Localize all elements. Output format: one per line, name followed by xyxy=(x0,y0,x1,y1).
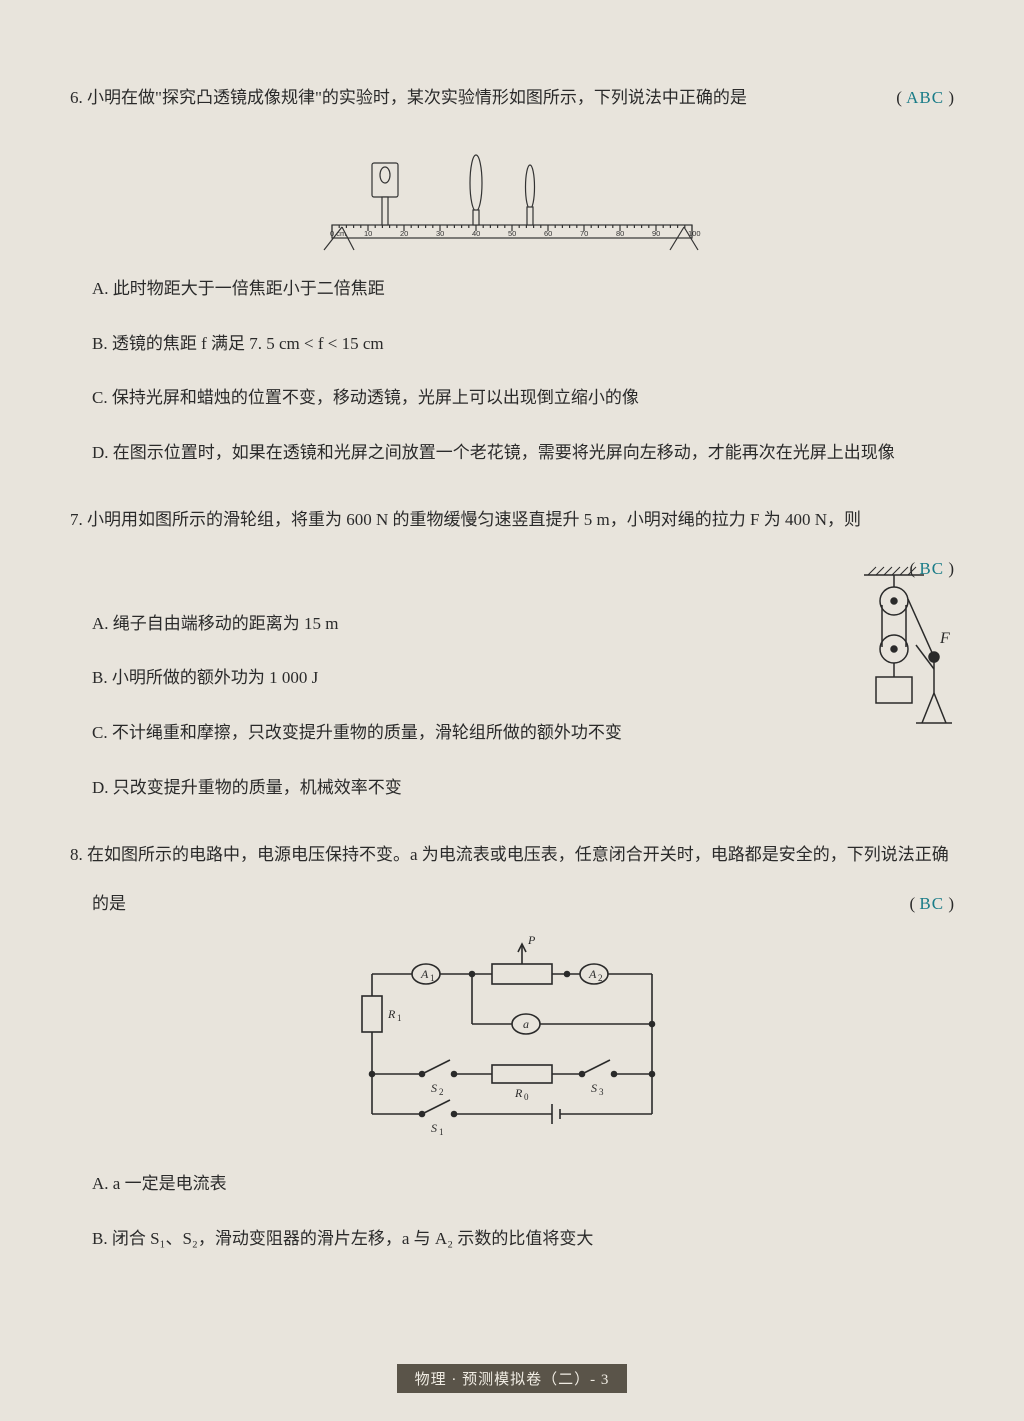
q8-number: 8. xyxy=(70,845,87,864)
q6-number: 6. xyxy=(70,88,87,107)
q8-text: 8. 在如图所示的电路中，电源电压保持不变。a 为电流表或电压表，任意闭合开关时… xyxy=(70,835,954,876)
question-6: 6. 小明在做"探究凸透镜成像规律"的实验时，某次实验情形如图所示，下列说法中正… xyxy=(70,78,954,119)
svg-text:70: 70 xyxy=(580,229,588,238)
q8-option-a: A. a 一定是电流表 xyxy=(70,1164,954,1205)
svg-text:90: 90 xyxy=(652,229,660,238)
q6-option-d: D. 在图示位置时，如果在透镜和光屏之间放置一个老花镜，需要将光屏向左移动，才能… xyxy=(70,433,954,474)
q8-figure: A1 A2 a R1 R0 S2 S3 S1 P xyxy=(70,934,954,1144)
svg-text:A: A xyxy=(420,967,429,981)
q8-answer-prefix: ( xyxy=(909,894,919,913)
svg-text:S: S xyxy=(431,1081,437,1095)
svg-text:30: 30 xyxy=(436,229,444,238)
q8-text2: 的是 xyxy=(70,884,909,925)
q6-answer-suffix: ) xyxy=(944,88,954,107)
svg-text:a: a xyxy=(523,1017,529,1031)
q8-answer-suffix: ) xyxy=(944,894,954,913)
q6-option-b: B. 透镜的焦距 f 满足 7. 5 cm < f < 15 cm xyxy=(70,324,954,365)
question-8: 8. 在如图所示的电路中，电源电压保持不变。a 为电流表或电压表，任意闭合开关时… xyxy=(70,835,954,876)
svg-text:S: S xyxy=(431,1121,437,1135)
q7-option-d: D. 只改变提升重物的质量，机械效率不变 xyxy=(70,768,954,809)
svg-text:10: 10 xyxy=(364,229,372,238)
svg-text:2: 2 xyxy=(439,1087,444,1097)
page-footer: 物理 · 预测模拟卷（二）- 3 xyxy=(0,1364,1024,1393)
exam-page: 6. 小明在做"探究凸透镜成像规律"的实验时，某次实验情形如图所示，下列说法中正… xyxy=(0,0,1024,1300)
svg-text:0: 0 xyxy=(524,1092,529,1102)
svg-text:S: S xyxy=(591,1081,597,1095)
q7-body: 小明用如图所示的滑轮组，将重为 600 N 的重物缓慢匀速竖直提升 5 m，小明… xyxy=(87,510,861,529)
q6-body: 小明在做"探究凸透镜成像规律"的实验时，某次实验情形如图所示，下列说法中正确的是 xyxy=(87,88,747,107)
svg-text:1: 1 xyxy=(397,1013,402,1023)
q6-option-c: C. 保持光屏和蜡烛的位置不变，移动透镜，光屏上可以出现倒立缩小的像 xyxy=(70,378,954,419)
q6-answer-prefix: ( xyxy=(896,88,906,107)
svg-text:2: 2 xyxy=(598,973,603,983)
svg-text:40: 40 xyxy=(472,229,480,238)
q7-option-c: C. 不计绳重和摩擦，只改变提升重物的质量，滑轮组所做的额外功不变 xyxy=(70,713,954,754)
question-7: 7. 小明用如图所示的滑轮组，将重为 600 N 的重物缓慢匀速竖直提升 5 m… xyxy=(70,500,954,541)
svg-text:1: 1 xyxy=(439,1127,444,1137)
q6-text: 6. 小明在做"探究凸透镜成像规律"的实验时，某次实验情形如图所示，下列说法中正… xyxy=(70,78,856,119)
svg-text:50: 50 xyxy=(508,229,516,238)
q7-number: 7. xyxy=(70,510,87,529)
q6-figure: 0 cm 10 20 30 40 50 60 70 80 90 100 xyxy=(70,135,954,255)
svg-text:A: A xyxy=(588,967,597,981)
svg-text:100: 100 xyxy=(688,229,701,238)
q6-answer: ABC xyxy=(906,88,944,107)
optical-bench-icon: 0 cm 10 20 30 40 50 60 70 80 90 100 xyxy=(322,135,702,255)
q7-option-b: B. 小明所做的额外功为 1 000 J xyxy=(70,658,954,699)
q8-answer-group: ( BC ) xyxy=(909,884,954,925)
svg-text:3: 3 xyxy=(599,1087,604,1097)
q8-answer: BC xyxy=(919,894,944,913)
q7-f-label: F xyxy=(939,630,950,647)
q7-option-a: A. 绳子自由端移动的距离为 15 m xyxy=(70,604,954,645)
svg-text:0 cm: 0 cm xyxy=(330,229,346,238)
q8-option-b: B. 闭合 S₁、S₂，滑动变阻器的滑片左移，a 与 A₂ 示数的比值将变大 xyxy=(70,1219,954,1260)
svg-text:60: 60 xyxy=(544,229,552,238)
circuit-icon: A1 A2 a R1 R0 S2 S3 S1 P xyxy=(342,934,682,1144)
svg-text:R: R xyxy=(387,1007,396,1021)
svg-text:80: 80 xyxy=(616,229,624,238)
footer-label: 物理 · 预测模拟卷（二）- 3 xyxy=(397,1364,628,1393)
q7-text: 7. 小明用如图所示的滑轮组，将重为 600 N 的重物缓慢匀速竖直提升 5 m… xyxy=(70,500,954,541)
q7-answer-row: ( BC ) xyxy=(70,549,954,590)
q6-option-a: A. 此时物距大于一倍焦距小于二倍焦距 xyxy=(70,269,954,310)
q6-answer-group: ( ABC ) xyxy=(896,78,954,119)
svg-text:1: 1 xyxy=(430,973,435,983)
svg-text:P: P xyxy=(527,934,536,947)
q7-figure: F xyxy=(862,565,952,746)
pulley-icon: F xyxy=(862,565,952,730)
q8-body: 在如图所示的电路中，电源电压保持不变。a 为电流表或电压表，任意闭合开关时，电路… xyxy=(87,845,949,864)
svg-text:20: 20 xyxy=(400,229,408,238)
svg-text:R: R xyxy=(514,1086,523,1100)
